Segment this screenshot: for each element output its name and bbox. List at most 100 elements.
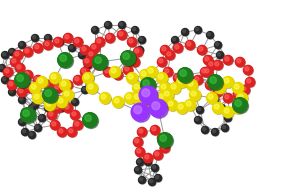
- Circle shape: [33, 75, 43, 85]
- Circle shape: [197, 45, 207, 55]
- Circle shape: [95, 62, 99, 66]
- Circle shape: [105, 33, 115, 43]
- Circle shape: [146, 160, 149, 163]
- Circle shape: [106, 34, 115, 43]
- Circle shape: [84, 114, 98, 129]
- Circle shape: [178, 68, 192, 82]
- Circle shape: [126, 94, 131, 99]
- Circle shape: [80, 53, 83, 56]
- Circle shape: [200, 67, 210, 77]
- Circle shape: [93, 55, 107, 69]
- Circle shape: [45, 35, 52, 42]
- Circle shape: [128, 74, 133, 79]
- Circle shape: [185, 40, 195, 50]
- Circle shape: [159, 59, 163, 63]
- Circle shape: [81, 87, 89, 94]
- Circle shape: [43, 80, 53, 90]
- Circle shape: [217, 52, 223, 58]
- Circle shape: [65, 35, 69, 39]
- Circle shape: [44, 89, 58, 104]
- Circle shape: [92, 45, 96, 49]
- Circle shape: [161, 84, 166, 89]
- Circle shape: [115, 72, 119, 76]
- Circle shape: [16, 74, 30, 88]
- Circle shape: [55, 85, 59, 89]
- Circle shape: [148, 68, 153, 73]
- Circle shape: [140, 70, 151, 81]
- Circle shape: [214, 61, 223, 70]
- Circle shape: [156, 176, 159, 179]
- Circle shape: [97, 39, 101, 43]
- Circle shape: [114, 71, 123, 80]
- Circle shape: [64, 80, 72, 90]
- Circle shape: [65, 105, 69, 109]
- Circle shape: [214, 104, 219, 109]
- Circle shape: [146, 67, 157, 77]
- Circle shape: [21, 108, 35, 122]
- Circle shape: [137, 159, 144, 166]
- Circle shape: [159, 135, 163, 139]
- Circle shape: [135, 168, 139, 171]
- Circle shape: [150, 97, 161, 108]
- Circle shape: [132, 27, 139, 34]
- Circle shape: [83, 88, 86, 91]
- Circle shape: [168, 101, 173, 106]
- Circle shape: [237, 93, 248, 104]
- Circle shape: [222, 125, 229, 132]
- Circle shape: [164, 68, 173, 77]
- Circle shape: [160, 135, 166, 142]
- Circle shape: [52, 122, 56, 126]
- Circle shape: [160, 83, 171, 94]
- Circle shape: [235, 100, 241, 106]
- Circle shape: [60, 106, 63, 109]
- Circle shape: [93, 60, 103, 70]
- Circle shape: [224, 56, 233, 65]
- Circle shape: [135, 147, 145, 157]
- Circle shape: [141, 101, 146, 106]
- Circle shape: [235, 57, 244, 67]
- Circle shape: [207, 93, 218, 104]
- Circle shape: [60, 80, 71, 91]
- Circle shape: [25, 72, 29, 76]
- Circle shape: [82, 87, 89, 94]
- Circle shape: [210, 77, 216, 84]
- Circle shape: [44, 81, 53, 90]
- Circle shape: [205, 57, 209, 61]
- Circle shape: [196, 107, 203, 113]
- Circle shape: [241, 85, 250, 95]
- Circle shape: [184, 78, 193, 87]
- Circle shape: [114, 70, 123, 80]
- Circle shape: [16, 64, 25, 73]
- Circle shape: [95, 37, 105, 47]
- Circle shape: [17, 75, 24, 81]
- Circle shape: [155, 175, 162, 182]
- Circle shape: [43, 88, 57, 102]
- Circle shape: [60, 80, 71, 91]
- Circle shape: [213, 60, 223, 70]
- Circle shape: [40, 115, 43, 119]
- Circle shape: [137, 46, 144, 53]
- Circle shape: [34, 44, 43, 53]
- Circle shape: [81, 46, 90, 55]
- Circle shape: [61, 81, 66, 86]
- Circle shape: [106, 22, 109, 26]
- Circle shape: [173, 38, 176, 41]
- Circle shape: [223, 77, 234, 88]
- Circle shape: [203, 67, 213, 77]
- Circle shape: [185, 79, 189, 83]
- Circle shape: [185, 100, 196, 111]
- Circle shape: [53, 103, 63, 113]
- Circle shape: [177, 77, 188, 88]
- Circle shape: [162, 145, 166, 149]
- Circle shape: [133, 47, 142, 57]
- Circle shape: [183, 29, 186, 33]
- Circle shape: [191, 91, 196, 96]
- Circle shape: [165, 69, 169, 73]
- Circle shape: [30, 83, 40, 94]
- Circle shape: [75, 39, 79, 43]
- Circle shape: [25, 83, 35, 93]
- Circle shape: [198, 46, 207, 55]
- Circle shape: [232, 102, 244, 114]
- Circle shape: [91, 44, 100, 53]
- Circle shape: [101, 94, 106, 99]
